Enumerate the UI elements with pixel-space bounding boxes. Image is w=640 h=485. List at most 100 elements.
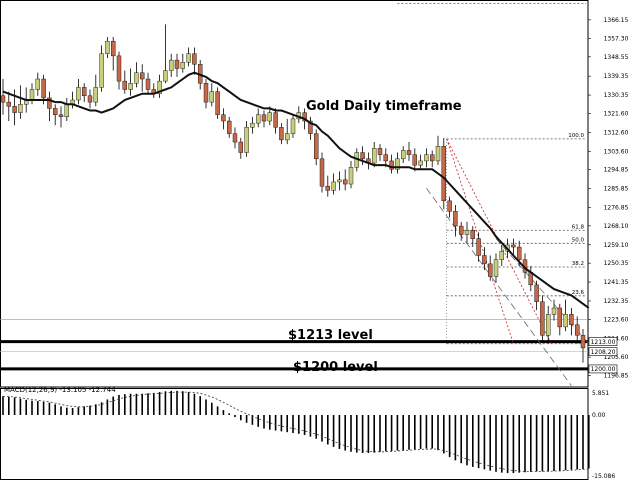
candle-body (0, 95, 6, 103)
price-axis-label: 1330.35 (604, 92, 629, 99)
candle-body (256, 114, 261, 124)
candle-body (157, 80, 162, 94)
candle-body (546, 314, 551, 336)
candle-body (401, 150, 406, 160)
price-axis-label: 1312.60 (604, 129, 629, 136)
macd-axis-label: -15.086 (592, 473, 615, 480)
price-axis-label: 1366.15 (604, 17, 629, 24)
candle-body (377, 148, 383, 155)
candle-body (18, 104, 23, 113)
price-axis-label: 1259.10 (604, 242, 629, 249)
candle-body (180, 61, 186, 69)
candle-body (435, 146, 441, 162)
candle-body (343, 179, 348, 185)
candle-body (29, 89, 35, 101)
moving-average-line (2, 71, 590, 309)
candle-body (35, 78, 40, 90)
candle-body (418, 160, 423, 166)
candle-body (493, 259, 499, 277)
macd-panel-border (0, 388, 589, 480)
candle-body (447, 200, 452, 212)
candle-body (81, 87, 87, 97)
candle-body (12, 106, 17, 113)
candle-body (105, 40, 110, 54)
fib-label: 61.8 (572, 224, 585, 230)
macd-label: MACD(12,26,9) -13.105 -12.744 (4, 386, 116, 394)
price-tag-label: 1213.00 (591, 339, 616, 346)
price-axis-label: 1357.30 (604, 35, 629, 42)
fib-label: 100.0 (568, 133, 584, 139)
candle-body (76, 87, 81, 101)
candle-body (314, 133, 319, 160)
chart-title: Gold Daily timeframe (306, 99, 462, 114)
channel-lower-line (426, 188, 572, 386)
candle-body (302, 112, 307, 122)
price-axis-label: 1339.35 (604, 73, 629, 80)
price-tag-box (588, 364, 618, 374)
price-axis-label: 1223.60 (604, 316, 629, 323)
candle-body (244, 127, 249, 153)
candle-body (238, 141, 244, 153)
candle-body (482, 255, 487, 265)
candle-body (64, 104, 70, 118)
candle-body (383, 154, 388, 162)
candle-body (99, 53, 104, 88)
price-tag-box (588, 337, 618, 346)
price-axis-label: 1285.85 (604, 186, 629, 193)
price-axis-label: 1232.35 (604, 298, 629, 305)
main-panel: 100.0 61.8 50.0 38.2 23.6 (0, 0, 590, 388)
fib-label: 23.6 (572, 290, 585, 296)
candle-body (337, 179, 342, 183)
candle-body (168, 59, 174, 71)
candle-body (128, 82, 133, 90)
candle-body (389, 160, 394, 170)
candle-body (348, 167, 354, 185)
candle-body (575, 324, 580, 336)
price-axis-label: 1321.60 (604, 110, 629, 117)
candle-body (395, 158, 400, 170)
fib-label: 50.0 (572, 237, 585, 243)
candle-body (53, 108, 58, 115)
candle-body (534, 284, 539, 302)
macd-axis-label: 5.851 (592, 390, 609, 397)
candle-body (424, 154, 429, 162)
price-axis-label: 1276.85 (604, 204, 629, 211)
candle-body (488, 263, 493, 277)
candle-body (163, 70, 168, 82)
candle-body (192, 53, 197, 65)
candle-body (232, 133, 238, 143)
level-1200-annotation: $1200 level (293, 360, 378, 375)
candle-body (221, 114, 226, 122)
price-axis-label: 1241.35 (604, 279, 629, 286)
candle-body (360, 152, 365, 160)
candle-body (580, 335, 586, 349)
candle-body (273, 112, 278, 128)
level-1213-annotation: $1213 level (288, 328, 373, 343)
candle-body (511, 244, 516, 248)
price-axis-label: 1205.60 (604, 354, 629, 361)
price-tag-box (588, 347, 618, 357)
candle-body (540, 301, 545, 336)
candle-body (319, 158, 325, 187)
candle-body (412, 154, 417, 166)
candle-body (290, 118, 296, 134)
candle-body (464, 230, 470, 235)
price-axis-label: 1348.55 (604, 54, 629, 61)
channel-upper-line (495, 238, 590, 344)
candle-body (279, 127, 284, 141)
candle-body (459, 225, 464, 235)
macd-panel (0, 388, 590, 480)
candle-body (563, 314, 568, 328)
candle-body (331, 181, 336, 191)
candle-body (58, 114, 64, 118)
candle-body (139, 72, 145, 80)
candle-body (203, 82, 209, 103)
candle-body (557, 307, 562, 328)
candle-body (47, 97, 52, 109)
candle-body (285, 133, 290, 141)
candle-body (134, 72, 139, 84)
price-axis-label: 1196.85 (604, 373, 629, 380)
candle-body (174, 59, 180, 69)
candle-body (430, 154, 435, 162)
